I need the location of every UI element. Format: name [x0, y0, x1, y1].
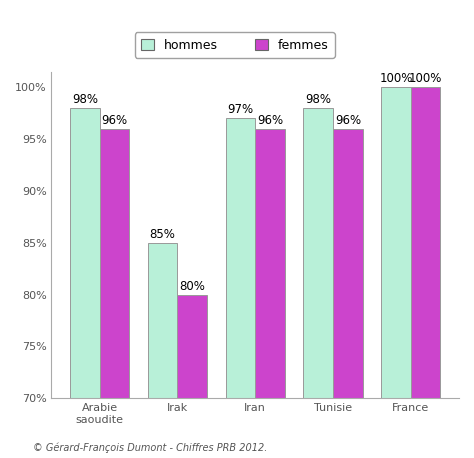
Bar	[226, 119, 255, 398]
Bar	[255, 129, 285, 398]
Bar	[177, 294, 207, 398]
Bar	[148, 243, 177, 398]
Text: 96%: 96%	[257, 114, 283, 127]
Bar	[70, 108, 100, 398]
Text: © Gérard-François Dumont - Chiffres PRB 2012.: © Gérard-François Dumont - Chiffres PRB …	[33, 443, 267, 453]
Text: 100%: 100%	[409, 72, 442, 85]
Text: 85%: 85%	[150, 228, 175, 241]
Text: 98%: 98%	[305, 93, 331, 106]
Text: 97%: 97%	[228, 104, 254, 116]
Bar	[100, 129, 129, 398]
Bar	[333, 129, 363, 398]
Bar	[381, 87, 411, 398]
Text: 98%: 98%	[72, 93, 98, 106]
Text: 80%: 80%	[179, 279, 205, 293]
Text: 96%: 96%	[101, 114, 128, 127]
Bar	[303, 108, 333, 398]
Text: 100%: 100%	[379, 72, 413, 85]
Bar	[411, 87, 440, 398]
Legend: hommes, femmes: hommes, femmes	[135, 33, 335, 58]
Text: 96%: 96%	[335, 114, 361, 127]
